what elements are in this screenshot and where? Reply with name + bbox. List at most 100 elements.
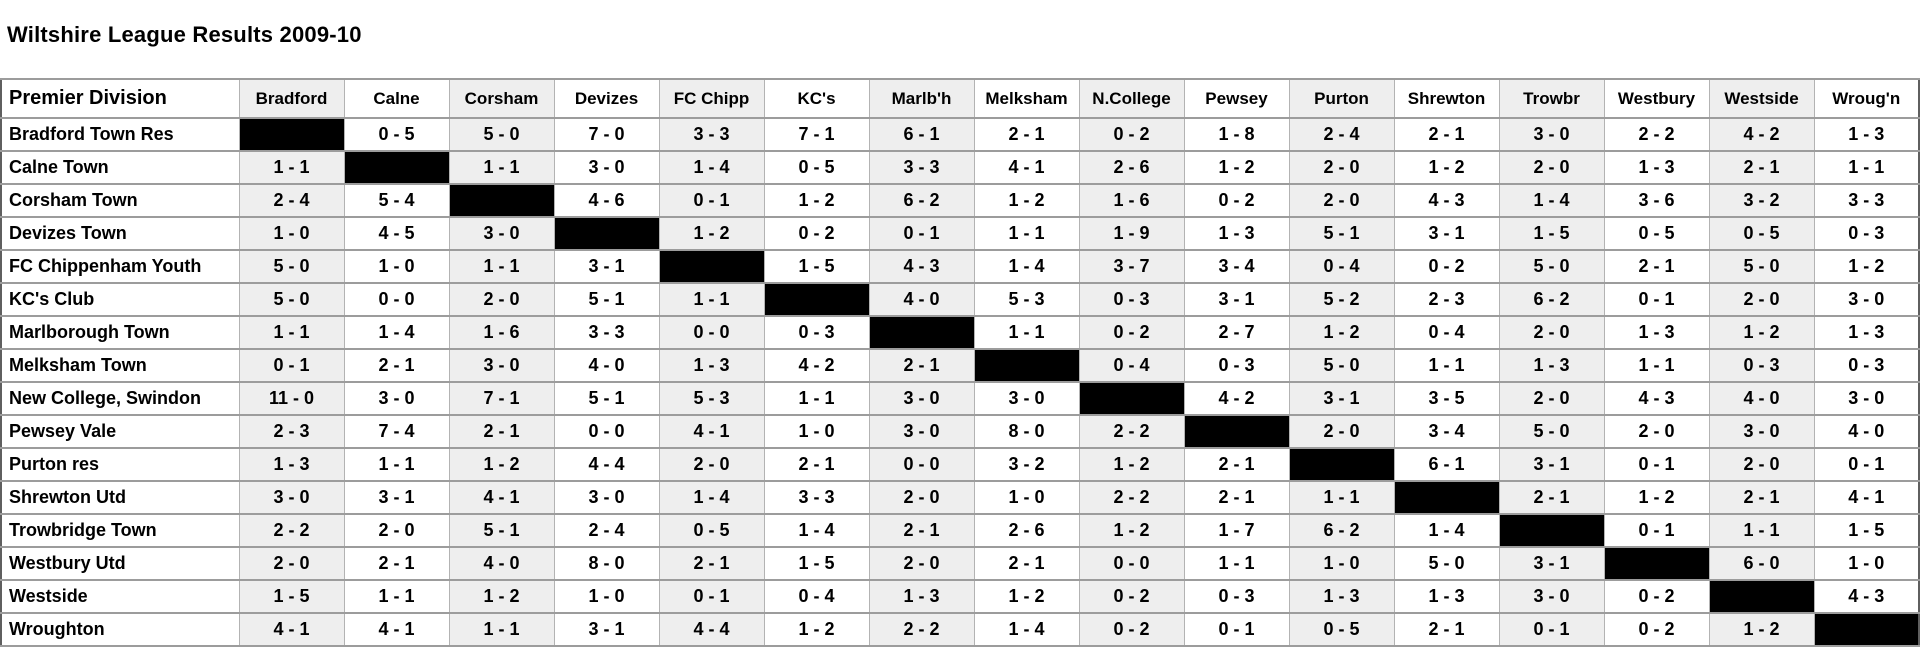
score-cell: 1 - 4 [1393,513,1500,548]
score-cell: 3 - 0 [343,381,450,416]
score-cell: 2 - 0 [1498,150,1605,185]
score-cell: 1 - 1 [238,150,345,185]
score-cell: 4 - 3 [1393,183,1500,218]
score-cell: 1 - 1 [1708,513,1815,548]
score-cell: 1 - 0 [343,249,450,284]
score-cell: 3 - 3 [658,117,765,152]
score-cell: 1 - 3 [1813,315,1920,350]
score-cell: 2 - 1 [868,513,975,548]
score-cell: 5 - 0 [238,282,345,317]
score-cell: 2 - 0 [1603,414,1710,449]
score-cell: 1 - 5 [763,249,870,284]
score-cell: 1 - 4 [973,612,1080,647]
score-cell: 1 - 0 [763,414,870,449]
team-name-cell: Trowbridge Town [0,513,240,548]
score-cell: 1 - 2 [763,612,870,647]
score-cell: 1 - 0 [973,480,1080,515]
score-cell: 0 - 2 [1078,579,1185,614]
results-table: Premier Division Bradford Calne Corsham Dev… [0,78,1920,647]
score-cell: 2 - 0 [1708,282,1815,317]
score-cell: 1 - 3 [1183,216,1290,251]
score-cell: 5 - 0 [448,117,555,152]
score-cell: 2 - 0 [658,447,765,482]
score-cell: 3 - 0 [1813,282,1920,317]
score-cell: 0 - 2 [1078,612,1185,647]
team-name-cell: Bradford Town Res [0,117,240,152]
score-cell: 8 - 0 [973,414,1080,449]
score-cell: 4 - 2 [1183,381,1290,416]
score-cell: 1 - 4 [973,249,1080,284]
score-cell: 4 - 3 [1813,579,1920,614]
score-cell: 5 - 2 [1288,282,1395,317]
score-cell: 1 - 1 [973,216,1080,251]
score-cell: 2 - 0 [1498,381,1605,416]
diagonal-cell [1078,381,1185,416]
score-cell: 3 - 0 [973,381,1080,416]
score-cell: 0 - 4 [1393,315,1500,350]
column-header-kc-s: KC's [763,78,870,119]
team-name-cell: Purton res [0,447,240,482]
score-cell: 2 - 1 [1498,480,1605,515]
score-cell: 1 - 4 [1498,183,1605,218]
score-cell: 3 - 1 [553,249,660,284]
score-cell: 2 - 0 [1288,414,1395,449]
score-cell: 3 - 1 [1183,282,1290,317]
score-cell: 4 - 2 [1708,117,1815,152]
score-cell: 1 - 2 [1603,480,1710,515]
column-header-wroug-n: Wroug'n [1813,78,1920,119]
score-cell: 2 - 7 [1183,315,1290,350]
score-cell: 6 - 1 [1393,447,1500,482]
score-cell: 2 - 2 [238,513,345,548]
score-cell: 2 - 1 [1393,612,1500,647]
score-cell: 2 - 2 [1078,414,1185,449]
team-name-cell: Devizes Town [0,216,240,251]
score-cell: 2 - 0 [1288,150,1395,185]
score-cell: 0 - 3 [1078,282,1185,317]
team-name-cell: New College, Swindon [0,381,240,416]
score-cell: 3 - 1 [1393,216,1500,251]
score-cell: 3 - 5 [1393,381,1500,416]
score-cell: 1 - 1 [1603,348,1710,383]
score-cell: 0 - 5 [1708,216,1815,251]
score-cell: 2 - 1 [1393,117,1500,152]
team-name-cell: Westside [0,579,240,614]
page-title: Wiltshire League Results 2009-10 [7,22,362,47]
team-name-cell: Calne Town [0,150,240,185]
score-cell: 4 - 0 [1708,381,1815,416]
score-cell: 4 - 0 [553,348,660,383]
score-cell: 1 - 3 [1603,150,1710,185]
score-cell: 5 - 1 [553,381,660,416]
score-cell: 3 - 0 [868,381,975,416]
team-name-cell: KC's Club [0,282,240,317]
score-cell: 1 - 2 [1078,447,1185,482]
score-cell: 1 - 6 [1078,183,1185,218]
score-cell: 3 - 0 [1708,414,1815,449]
column-header-purton: Purton [1288,78,1395,119]
column-header-westside: Westside [1708,78,1815,119]
team-name-cell: Corsham Town [0,183,240,218]
score-cell: 0 - 1 [238,348,345,383]
score-cell: 0 - 1 [658,579,765,614]
score-cell: 2 - 3 [238,414,345,449]
score-cell: 5 - 0 [238,249,345,284]
score-cell: 0 - 0 [1078,546,1185,581]
score-cell: 5 - 1 [1288,216,1395,251]
score-cell: 3 - 1 [1288,381,1395,416]
score-cell: 0 - 5 [658,513,765,548]
score-cell: 6 - 2 [1288,513,1395,548]
team-name-cell: Wroughton [0,612,240,647]
score-cell: 3 - 0 [868,414,975,449]
score-cell: 2 - 0 [343,513,450,548]
score-cell: 4 - 3 [1603,381,1710,416]
diagonal-cell [448,183,555,218]
score-cell: 3 - 3 [763,480,870,515]
score-cell: 0 - 2 [1393,249,1500,284]
